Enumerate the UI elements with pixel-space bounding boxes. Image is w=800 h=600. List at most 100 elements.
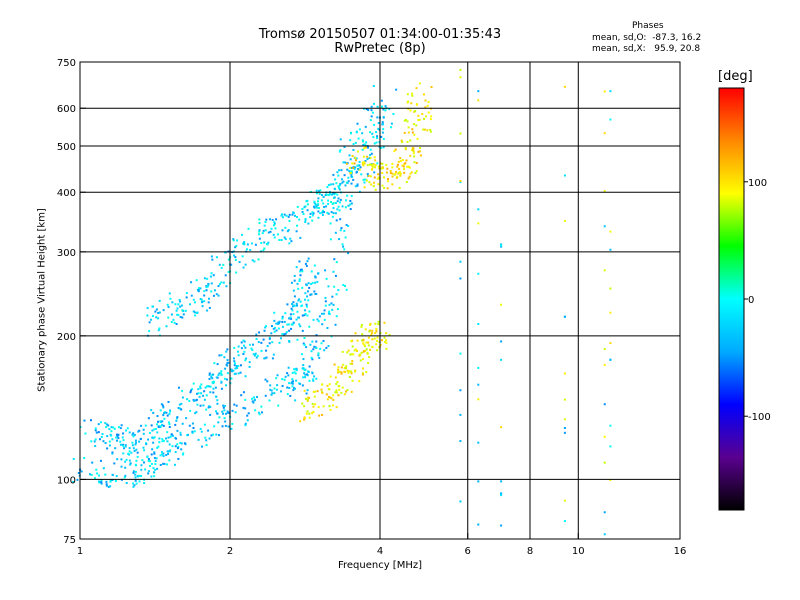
echo-point <box>404 162 407 165</box>
echo-point <box>339 229 342 232</box>
echo-point <box>327 312 330 315</box>
echo-point <box>603 348 606 351</box>
echo-point <box>263 224 266 227</box>
echo-point <box>234 256 237 259</box>
echo-point <box>90 473 93 476</box>
echo-point <box>603 225 606 228</box>
echo-point <box>349 208 352 211</box>
echo-point <box>312 348 315 351</box>
echo-point <box>317 272 320 275</box>
echo-point <box>284 332 287 335</box>
echo-point <box>192 427 195 430</box>
echo-point <box>356 349 359 352</box>
echo-point <box>296 224 299 227</box>
echo-point <box>275 322 278 325</box>
echo-point <box>410 102 413 105</box>
echo-point <box>311 402 314 405</box>
echo-point <box>233 360 236 363</box>
x-axis-label: Frequency [MHz] <box>338 560 422 571</box>
echo-point <box>424 99 427 102</box>
colorbar <box>718 87 745 511</box>
echo-point <box>222 281 225 284</box>
echo-point <box>254 352 257 355</box>
echo-point <box>293 368 296 371</box>
echo-point <box>186 398 189 401</box>
echo-point <box>305 264 308 267</box>
echo-point <box>131 433 134 436</box>
echo-point <box>348 170 351 173</box>
echo-point <box>315 347 318 350</box>
echo-point <box>344 161 347 164</box>
echo-point <box>391 172 394 175</box>
echo-point <box>173 463 176 466</box>
echo-point <box>305 412 308 415</box>
echo-point <box>318 192 321 195</box>
echo-point <box>356 150 359 153</box>
echo-point <box>361 372 364 375</box>
echo-point <box>203 423 206 426</box>
echo-point <box>115 475 118 478</box>
echo-point <box>370 183 373 186</box>
colorbar-tick-label: 100 <box>748 178 767 189</box>
echo-point <box>217 374 220 377</box>
echo-point <box>308 412 311 415</box>
echo-point <box>273 311 276 314</box>
echo-point <box>143 461 146 464</box>
echo-point <box>208 372 211 375</box>
echo-point <box>180 304 183 307</box>
echo-point <box>269 230 272 233</box>
echo-point <box>318 206 321 209</box>
echo-point <box>395 170 398 173</box>
echo-point <box>323 318 326 321</box>
echo-point <box>306 373 309 376</box>
echo-point <box>248 343 251 346</box>
echo-point <box>307 282 310 285</box>
echo-point <box>218 263 221 266</box>
echo-point <box>302 367 305 370</box>
echo-point <box>365 179 368 182</box>
echo-point <box>308 379 311 382</box>
echo-point <box>316 206 319 209</box>
echo-point <box>321 413 324 416</box>
echo-point <box>258 229 261 232</box>
echo-point <box>381 172 384 175</box>
echo-point <box>347 176 350 179</box>
echo-point <box>234 411 237 414</box>
echo-point <box>340 178 343 181</box>
echo-point <box>115 436 118 439</box>
echo-point <box>358 164 361 167</box>
echo-point <box>138 474 141 477</box>
echo-point <box>171 434 174 437</box>
echo-point <box>112 426 115 429</box>
echo-point <box>341 243 344 246</box>
echo-point <box>375 330 378 333</box>
echo-point <box>298 323 301 326</box>
echo-point <box>377 320 380 323</box>
echo-point <box>335 219 338 222</box>
echo-point <box>289 394 292 397</box>
echo-point <box>201 300 204 303</box>
echo-point <box>258 233 261 236</box>
echo-point <box>175 323 178 326</box>
echo-point <box>342 180 345 183</box>
echo-point <box>332 394 335 397</box>
echo-point <box>417 118 420 121</box>
echo-point <box>210 282 213 285</box>
echo-point <box>563 499 566 502</box>
echo-point <box>308 310 311 313</box>
echo-point <box>145 443 148 446</box>
echo-point <box>222 406 225 409</box>
echo-point <box>213 362 216 365</box>
echo-point <box>253 398 256 401</box>
echo-point <box>333 258 336 261</box>
echo-point <box>106 447 109 450</box>
echo-point <box>327 199 330 202</box>
echo-point <box>209 275 212 278</box>
echo-point <box>379 162 382 165</box>
echo-point <box>355 157 358 160</box>
echo-point <box>313 290 316 293</box>
echo-point <box>157 311 160 314</box>
echo-point <box>80 470 83 473</box>
echo-point <box>218 354 221 357</box>
